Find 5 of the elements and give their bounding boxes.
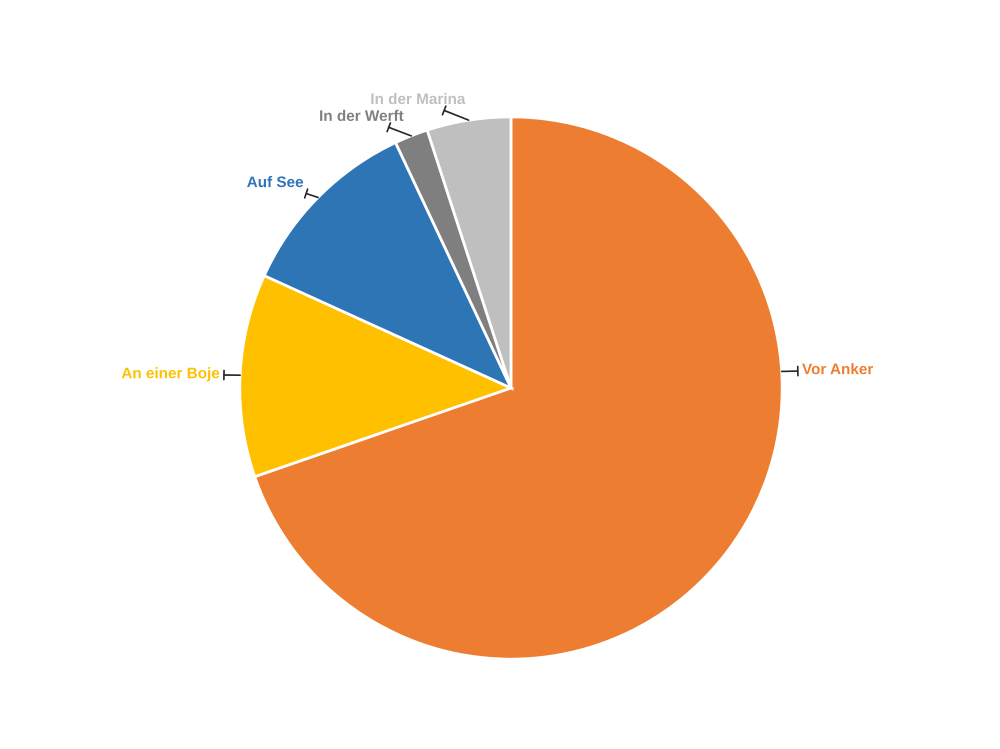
slice-label: Vor Anker	[802, 363, 874, 374]
slice-label: In der Marina	[371, 92, 466, 104]
slice-label: In der Werft	[320, 110, 404, 122]
slice-label: An einer Boje	[122, 367, 220, 382]
slice-label: Auf See	[247, 176, 304, 188]
